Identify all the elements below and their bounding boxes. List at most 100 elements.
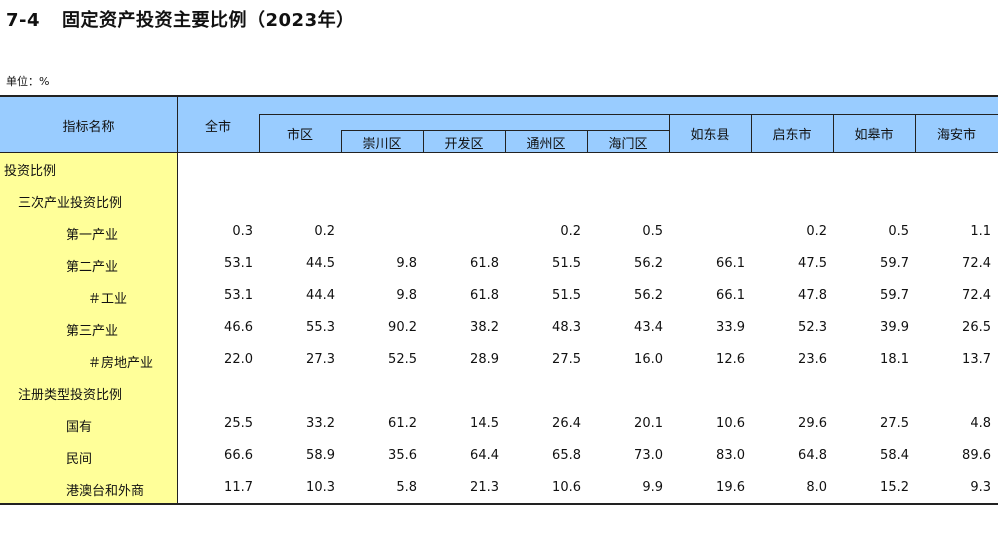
header-rugao: 如皋市 <box>854 128 894 143</box>
table-bottom-rule <box>0 503 998 505</box>
table-cell: 21.3 <box>470 480 499 495</box>
header-divider <box>587 130 588 152</box>
table-cell: 58.9 <box>306 448 335 463</box>
table-cell: 10.3 <box>306 480 335 495</box>
row-label-background <box>0 153 177 503</box>
header-rudong: 如东县 <box>690 128 730 143</box>
table-cell: 46.6 <box>224 320 253 335</box>
header-divider <box>341 130 342 152</box>
table-cell: 33.9 <box>716 320 745 335</box>
table-cell: 51.5 <box>552 288 581 303</box>
table-cell: 53.1 <box>224 288 253 303</box>
row-label: 民间 <box>66 452 93 467</box>
header-bottom-rule <box>0 152 998 153</box>
header-kaifa: 开发区 <box>444 137 484 152</box>
table-cell: 56.2 <box>634 288 663 303</box>
table-cell: 44.4 <box>306 288 335 303</box>
table-cell: 61.2 <box>388 416 417 431</box>
table-cell: 73.0 <box>634 448 663 463</box>
table-number: 7-4 <box>6 10 41 31</box>
row-label: 第三产业 <box>66 324 119 339</box>
table-cell: 52.5 <box>388 352 417 367</box>
row-label: 三次产业投资比例 <box>18 196 123 211</box>
table-cell: 72.4 <box>962 288 991 303</box>
table-cell: 15.2 <box>880 480 909 495</box>
table-cell: 14.5 <box>470 416 499 431</box>
table-cell: 72.4 <box>962 256 991 271</box>
data-table: 指标名称 全市 市区 崇川区 开发区 通州区 海门区 如东县 启东市 如皋市 海… <box>0 95 998 505</box>
table-cell: 38.2 <box>470 320 499 335</box>
table-cell: 58.4 <box>880 448 909 463</box>
table-cell: 35.6 <box>388 448 417 463</box>
row-label: 注册类型投资比例 <box>18 388 123 403</box>
table-cell: 0.5 <box>888 224 909 239</box>
table-cell: 27.3 <box>306 352 335 367</box>
table-cell: 89.6 <box>962 448 991 463</box>
table-cell: 20.1 <box>634 416 663 431</box>
table-cell: 43.4 <box>634 320 663 335</box>
table-cell: 0.5 <box>642 224 663 239</box>
table-cell: 9.3 <box>970 480 991 495</box>
table-cell: 44.5 <box>306 256 335 271</box>
table-cell: 11.7 <box>224 480 253 495</box>
table-cell: 10.6 <box>716 416 745 431</box>
table-cell: 55.3 <box>306 320 335 335</box>
table-cell: 90.2 <box>388 320 417 335</box>
table-cell: 64.4 <box>470 448 499 463</box>
header-divider <box>423 130 424 152</box>
header-divider <box>751 114 752 152</box>
row-label: 投资比例 <box>4 164 57 179</box>
table-title: 固定资产投资主要比例（2023年） <box>62 10 355 31</box>
table-cell: 22.0 <box>224 352 253 367</box>
table-cell: 16.0 <box>634 352 663 367</box>
table-cell: 8.0 <box>806 480 827 495</box>
table-cell: 27.5 <box>552 352 581 367</box>
header-divider <box>915 114 916 152</box>
table-cell: 59.7 <box>880 288 909 303</box>
table-cell: 29.6 <box>798 416 827 431</box>
table-cell: 0.2 <box>560 224 581 239</box>
header-indicator: 指标名称 <box>62 120 115 135</box>
table-cell: 66.1 <box>716 256 745 271</box>
header-haian: 海安市 <box>936 128 976 143</box>
table-cell: 9.8 <box>396 288 417 303</box>
table-cell: 25.5 <box>224 416 253 431</box>
table-cell: 9.9 <box>642 480 663 495</box>
table-cell: 0.3 <box>232 224 253 239</box>
table-cell: 1.1 <box>970 224 991 239</box>
header-divider <box>669 114 670 152</box>
page-title: 7-4 固定资产投资主要比例（2023年） <box>6 6 355 32</box>
header-haimen: 海门区 <box>608 137 648 152</box>
header-city-district: 市区 <box>286 128 313 143</box>
header-divider <box>259 114 260 152</box>
row-label: ＃工业 <box>88 292 128 307</box>
table-cell: 13.7 <box>962 352 991 367</box>
table-cell: 33.2 <box>306 416 335 431</box>
table-cell: 61.8 <box>470 288 499 303</box>
table-cell: 66.1 <box>716 288 745 303</box>
header-background <box>0 97 998 153</box>
row-label: 国有 <box>66 420 93 435</box>
table-cell: 59.7 <box>880 256 909 271</box>
table-top-rule <box>0 95 998 97</box>
table-cell: 0.2 <box>314 224 335 239</box>
table-cell: 0.2 <box>806 224 827 239</box>
table-cell: 10.6 <box>552 480 581 495</box>
header-divider <box>505 130 506 152</box>
row-label: 第一产业 <box>66 228 119 243</box>
table-cell: 5.8 <box>396 480 417 495</box>
table-cell: 52.3 <box>798 320 827 335</box>
header-qidong: 启东市 <box>772 128 812 143</box>
table-cell: 18.1 <box>880 352 909 367</box>
row-label: ＃房地产业 <box>88 356 154 371</box>
header-chongchuan: 崇川区 <box>362 137 402 152</box>
table-cell: 53.1 <box>224 256 253 271</box>
unit-label: 单位：% <box>6 75 50 88</box>
header-rule-upper <box>259 114 998 115</box>
table-cell: 19.6 <box>716 480 745 495</box>
header-divider <box>833 114 834 152</box>
table-cell: 51.5 <box>552 256 581 271</box>
table-cell: 27.5 <box>880 416 909 431</box>
table-cell: 23.6 <box>798 352 827 367</box>
table-cell: 47.8 <box>798 288 827 303</box>
